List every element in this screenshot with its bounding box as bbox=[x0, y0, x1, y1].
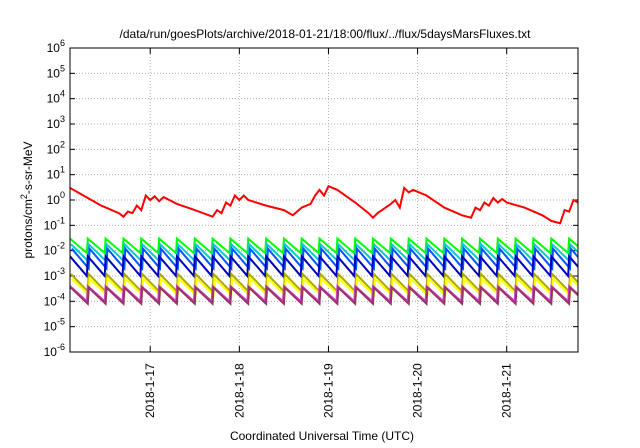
x-tick-label: 2018-1-20 bbox=[411, 363, 425, 418]
y-tick-label: 100 bbox=[47, 190, 65, 207]
x-tick-label: 2018-1-17 bbox=[143, 363, 157, 418]
y-tick-label: 10-2 bbox=[44, 241, 65, 258]
y-tick-label: 104 bbox=[47, 89, 65, 106]
y-tick-label: 10-4 bbox=[44, 291, 65, 308]
chart-title: /data/run/goesPlots/archive/2018-01-21/1… bbox=[120, 27, 532, 41]
x-tick-label: 2018-1-21 bbox=[500, 363, 514, 418]
y-tick-label: 102 bbox=[47, 139, 65, 156]
sawtooth-series-line bbox=[70, 253, 578, 279]
x-tick-label: 2018-1-19 bbox=[321, 363, 335, 418]
y-axis-label: protons/cm2-s-sr-MeV bbox=[19, 141, 35, 258]
series-group bbox=[70, 184, 578, 307]
y-tick-label: 10-5 bbox=[44, 317, 65, 334]
series-line bbox=[70, 184, 578, 225]
plot-frame bbox=[69, 47, 579, 353]
sawtooth-series-line bbox=[70, 285, 578, 307]
x-tick-labels: 2018-1-17 2018-1-18 2018-1-19 2018-1-20 2018… bbox=[143, 363, 513, 418]
y-tick-label: 10-1 bbox=[44, 215, 65, 232]
y-tick-label: 103 bbox=[47, 114, 65, 131]
y-tick-label: 105 bbox=[47, 63, 65, 80]
x-axis-label: Coordinated Universal Time (UTC) bbox=[230, 429, 414, 443]
sawtooth-series-line bbox=[70, 236, 578, 256]
y-tick-label: 101 bbox=[47, 165, 65, 182]
y-tick-label: 10-6 bbox=[44, 342, 65, 359]
y-tick-label: 106 bbox=[47, 38, 65, 55]
y-tick-label: 10-3 bbox=[44, 266, 65, 283]
y-tick-labels: 106 105 104 103 102 101 100 10-1 10-2 10-3 10-4 10-… bbox=[44, 38, 65, 359]
x-tick-label: 2018-1-18 bbox=[232, 363, 246, 418]
